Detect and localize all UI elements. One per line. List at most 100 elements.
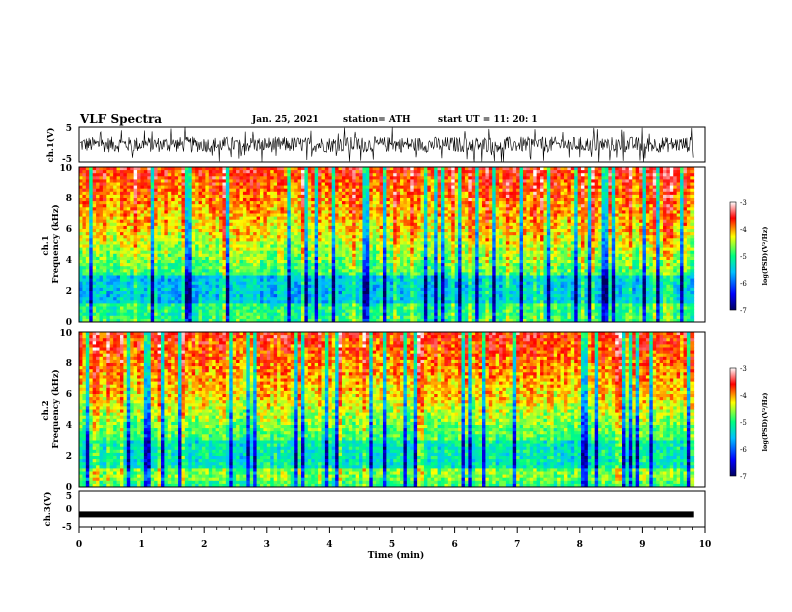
spectrogram-cell: [465, 201, 469, 205]
spectrogram-cell: [161, 192, 165, 196]
spectrogram-cell: [591, 173, 595, 177]
spectrogram-cell: [113, 173, 117, 177]
spectrogram-cell: [345, 201, 349, 205]
spectrogram-cell: [482, 173, 486, 177]
spectrogram-cell: [356, 167, 360, 171]
spectrogram-cell: [386, 167, 390, 171]
spectrogram-cell: [506, 186, 510, 190]
spectrogram-cell: [386, 195, 390, 199]
spectrogram-cell: [284, 173, 288, 177]
spectrogram-cell: [666, 186, 670, 190]
spectrogram-cell: [96, 176, 100, 180]
spectrogram-cell: [250, 189, 254, 193]
spectrogram-cell: [373, 173, 377, 177]
spectrogram-cell: [496, 195, 500, 199]
spectrogram-cell: [670, 189, 674, 193]
spectrogram-cell: [598, 167, 602, 171]
spectrogram-cell: [117, 189, 121, 193]
spectrogram-cell: [496, 186, 500, 190]
spectrogram-cell: [690, 186, 694, 190]
spectrogram-cell: [362, 195, 366, 199]
spectrogram-cell: [79, 179, 83, 183]
spectrogram-cell: [485, 201, 489, 205]
spectrogram-cell: [140, 192, 144, 196]
spectrogram-cell: [602, 176, 606, 180]
spectrogram-cell: [554, 189, 558, 193]
spectrogram-cell: [181, 192, 185, 196]
spectrogram-cell: [468, 170, 472, 174]
spectrogram-cell: [653, 189, 657, 193]
spectrogram-cell: [205, 179, 209, 183]
spectrogram-cell: [533, 179, 537, 183]
spectrogram-cell: [158, 176, 162, 180]
spectrogram-cell: [489, 176, 493, 180]
spectrogram-cell: [342, 195, 346, 199]
spectrogram-cell: [475, 198, 479, 202]
spectrogram-cell: [543, 179, 547, 183]
spectrogram-cell: [615, 167, 619, 171]
spectrogram-cell: [564, 195, 568, 199]
spectrogram-cell: [110, 195, 114, 199]
spectrogram-cell: [403, 176, 407, 180]
spectrogram-cell: [472, 179, 476, 183]
spectrogram-cell: [653, 192, 657, 196]
spectrogram-cell: [175, 195, 179, 199]
spectrogram-cell: [465, 192, 469, 196]
spectrogram-cell: [359, 186, 363, 190]
spectrogram-cell: [219, 189, 223, 193]
spectrogram-cell: [574, 173, 578, 177]
spectrogram-cell: [144, 186, 148, 190]
spectrogram-cell: [468, 176, 472, 180]
spectrogram-cell: [386, 201, 390, 205]
spectrogram-cell: [588, 167, 592, 171]
spectrogram-cell: [181, 167, 185, 171]
spectrogram-cell: [458, 183, 462, 187]
spectrogram-cell: [99, 198, 103, 202]
spectrogram-cell: [591, 192, 595, 196]
spectrogram-cell: [89, 179, 93, 183]
spectrogram-cell: [407, 170, 411, 174]
spectrogram-cell: [209, 192, 213, 196]
spectrogram-cell: [229, 176, 233, 180]
spectrogram-cell: [513, 173, 517, 177]
spectrogram-cell: [591, 176, 595, 180]
spectrogram-cell: [339, 189, 343, 193]
spectrogram-cell: [158, 204, 162, 208]
spectrogram-cell: [670, 198, 674, 202]
spectrogram-cell: [188, 173, 192, 177]
spectrogram-cell: [222, 167, 226, 171]
spectrogram-cell: [362, 170, 366, 174]
spectrogram-cell: [226, 204, 230, 208]
spectrogram-cell: [475, 189, 479, 193]
spectrogram-cell: [475, 179, 479, 183]
spectrogram-cell: [328, 170, 332, 174]
spectrogram-cell: [584, 192, 588, 196]
spectrogram-cell: [99, 204, 103, 208]
spectrogram-cell: [315, 201, 319, 205]
spectrogram-cell: [117, 204, 121, 208]
spectrogram-cell: [332, 189, 336, 193]
spectrogram-cell: [615, 173, 619, 177]
spectrogram-cell: [643, 201, 647, 205]
spectrogram-cell: [516, 201, 520, 205]
spectrogram-cell: [523, 176, 527, 180]
spectrogram-cell: [267, 192, 271, 196]
spectrogram-cell: [243, 204, 247, 208]
spectrogram-cell: [502, 183, 506, 187]
spectrogram-cell: [127, 201, 131, 205]
spectrogram-cell: [178, 173, 182, 177]
spectrogram-cell: [294, 176, 298, 180]
spectrogram-cell: [96, 183, 100, 187]
spectrogram-cell: [475, 195, 479, 199]
spectrogram-cell: [680, 198, 684, 202]
spectrogram-cell: [629, 192, 633, 196]
spectrogram-cell: [417, 204, 421, 208]
spectrogram-cell: [499, 198, 503, 202]
spectrogram-cell: [181, 198, 185, 202]
spectrogram-cell: [383, 170, 387, 174]
spectrogram-cell: [639, 176, 643, 180]
spectrogram-cell: [499, 173, 503, 177]
spectrogram-cell: [369, 195, 373, 199]
spectrogram-cell: [605, 189, 609, 193]
spectrogram-cell: [284, 201, 288, 205]
